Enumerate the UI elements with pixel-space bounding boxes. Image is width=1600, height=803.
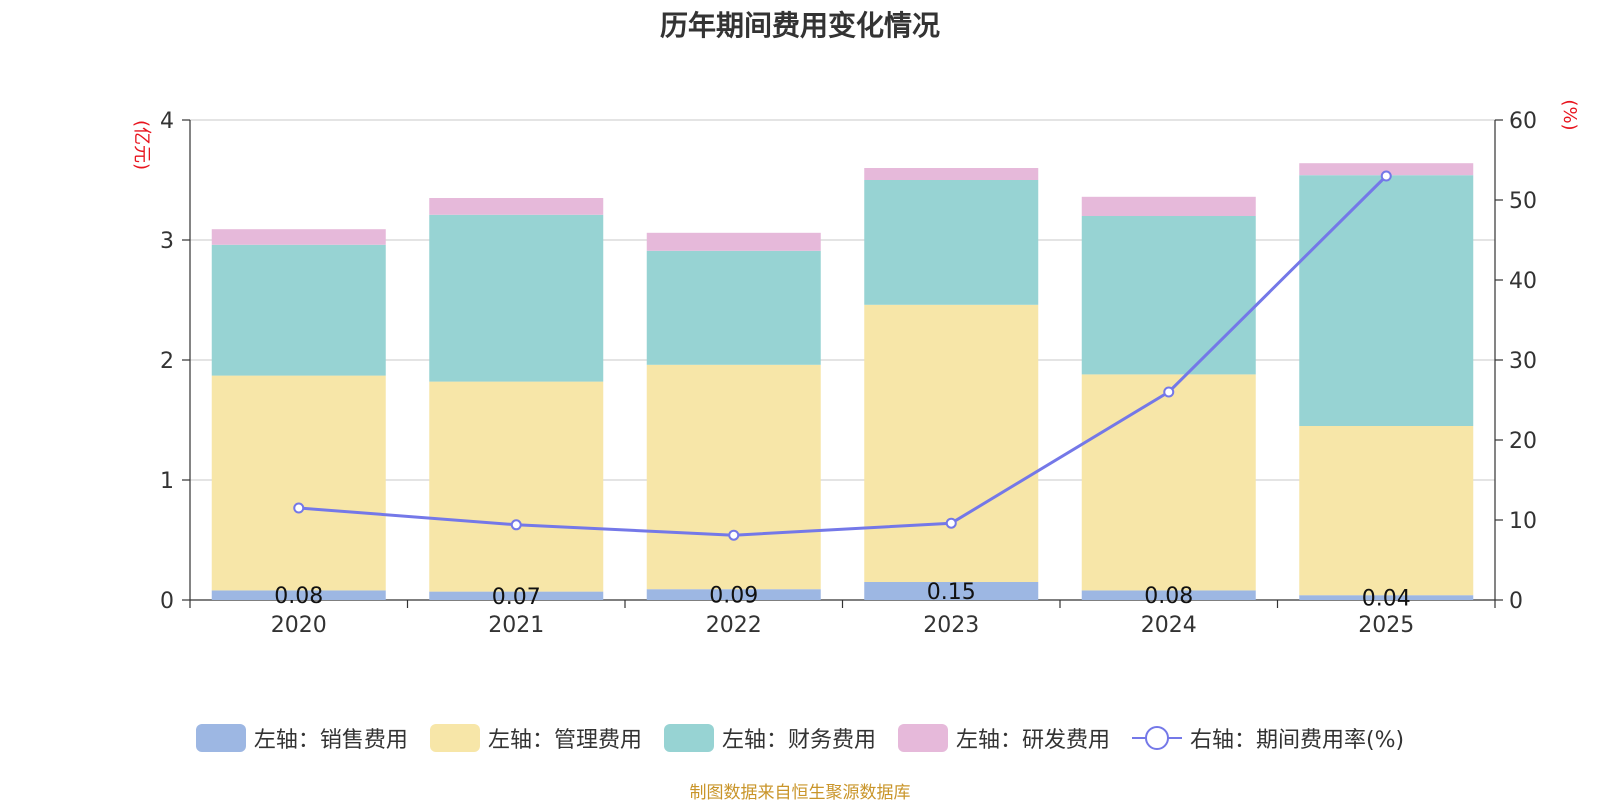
right-axis-tick-label: 40 bbox=[1509, 269, 1537, 294]
legend-item-admin[interactable]: 左轴：管理费用 bbox=[429, 722, 642, 754]
bar-2022-series-3 bbox=[646, 232, 821, 251]
legend-label-rnd: 左轴：研发费用 bbox=[955, 728, 1110, 753]
bar-2021-series-0 bbox=[429, 591, 604, 600]
bar-2024-series-0 bbox=[1081, 590, 1256, 600]
legend-item-sales[interactable]: 左轴：销售费用 bbox=[195, 722, 408, 754]
bar-2020-series-0 bbox=[211, 590, 386, 600]
right-axis-tick-label: 60 bbox=[1509, 109, 1537, 134]
bar-data-label: 0.15 bbox=[927, 580, 976, 605]
bar-2020-series-3 bbox=[211, 229, 386, 245]
x-axis-tick-label: 2020 bbox=[271, 613, 327, 638]
right-axis-tick-label: 50 bbox=[1509, 189, 1537, 214]
legend-label-finance: 左轴：财务费用 bbox=[721, 728, 876, 753]
bar-data-label: 0.09 bbox=[709, 584, 758, 609]
bar-data-label: 0.07 bbox=[492, 585, 541, 610]
left-axis-tick-label: 1 bbox=[160, 469, 174, 494]
legend-item-finance[interactable]: 左轴：财务费用 bbox=[663, 722, 876, 754]
legend-item-rnd[interactable]: 左轴：研发费用 bbox=[897, 722, 1110, 754]
bar-2021-series-3 bbox=[429, 198, 604, 215]
legend-label-admin: 左轴：管理费用 bbox=[487, 728, 642, 753]
chart-title: 历年期间费用变化情况 bbox=[659, 9, 940, 42]
bar-2024-series-2 bbox=[1081, 216, 1256, 375]
bar-2020-series-2 bbox=[211, 244, 386, 376]
left-axis-unit: (亿元) bbox=[131, 120, 152, 170]
right-axis-tick-label: 0 bbox=[1509, 589, 1523, 614]
x-axis-tick-label: 2024 bbox=[1141, 613, 1197, 638]
legend-swatch-rnd bbox=[897, 724, 948, 752]
expense-rate-point-2020 bbox=[293, 502, 305, 514]
chart-legend: 左轴：销售费用 左轴：管理费用 左轴：财务费用 左轴：研发费用 右轴：期间费用率… bbox=[0, 720, 1600, 756]
right-axis-tick-label: 10 bbox=[1509, 509, 1537, 534]
bar-2024-series-1 bbox=[1081, 374, 1256, 591]
right-axis-unit: (%) bbox=[1559, 99, 1580, 130]
legend-swatch-finance bbox=[663, 724, 714, 752]
expense-rate-point-2024 bbox=[1163, 386, 1175, 398]
x-axis-tick-label: 2022 bbox=[706, 613, 762, 638]
expense-rate-point-2025 bbox=[1380, 170, 1392, 182]
legend-label-expense-rate: 右轴：期间费用率(%) bbox=[1189, 728, 1405, 753]
bar-2023-series-2 bbox=[864, 180, 1039, 305]
bar-2023-series-0 bbox=[864, 582, 1039, 600]
left-axis-tick-label: 2 bbox=[160, 349, 174, 374]
right-axis-tick-label: 20 bbox=[1509, 429, 1537, 454]
legend-label-sales: 左轴：销售费用 bbox=[253, 728, 408, 753]
bar-2025-series-2 bbox=[1299, 175, 1474, 426]
expense-rate-line bbox=[298, 174, 1388, 537]
source-note: 制图数据来自恒生聚源数据库 bbox=[689, 783, 911, 803]
legend-item-expense-rate[interactable]: 右轴：期间费用率(%) bbox=[1131, 722, 1405, 754]
legend-swatch-sales bbox=[195, 724, 246, 752]
legend-line-marker-icon bbox=[1131, 724, 1182, 752]
bar-2025-series-0 bbox=[1299, 595, 1474, 600]
expense-rate-point-2022 bbox=[728, 529, 740, 541]
bar-2020-series-1 bbox=[211, 375, 386, 591]
bar-2022-series-1 bbox=[646, 364, 821, 590]
x-axis-tick-label: 2021 bbox=[488, 613, 544, 638]
bar-data-label: 0.08 bbox=[274, 584, 323, 609]
bar-data-label: 0.08 bbox=[1144, 584, 1193, 609]
bar-2023-series-3 bbox=[864, 168, 1039, 180]
x-axis-tick-label: 2025 bbox=[1358, 613, 1414, 638]
left-axis-tick-label: 3 bbox=[160, 229, 174, 254]
bar-2025-series-1 bbox=[1299, 426, 1474, 596]
x-axis-tick-label: 2023 bbox=[923, 613, 979, 638]
bar-2023-series-1 bbox=[864, 304, 1039, 582]
left-axis-tick-label: 4 bbox=[160, 109, 174, 134]
expense-rate-point-2021 bbox=[510, 519, 522, 531]
bar-2024-series-3 bbox=[1081, 196, 1256, 216]
expense-rate-point-2023 bbox=[945, 517, 957, 529]
left-axis-tick-label: 0 bbox=[160, 589, 174, 614]
bar-2022-series-0 bbox=[646, 589, 821, 600]
bar-2021-series-2 bbox=[429, 214, 604, 382]
bar-2025-series-3 bbox=[1299, 163, 1474, 176]
bar-data-label: 0.04 bbox=[1362, 587, 1411, 612]
bar-2022-series-2 bbox=[646, 250, 821, 365]
legend-swatch-admin bbox=[429, 724, 480, 752]
right-axis-tick-label: 30 bbox=[1509, 349, 1537, 374]
bar-2021-series-1 bbox=[429, 381, 604, 592]
